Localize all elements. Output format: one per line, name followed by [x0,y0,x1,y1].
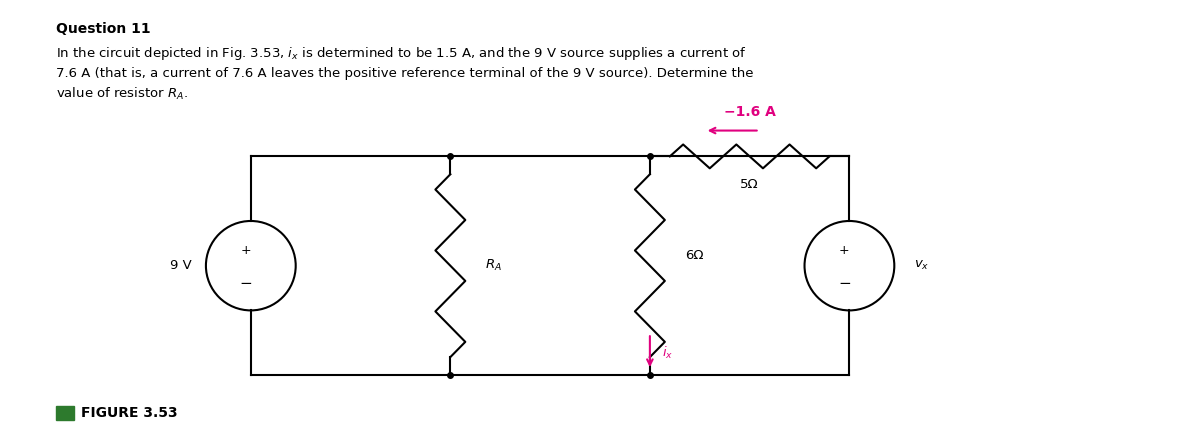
Text: −: − [240,276,252,291]
Text: 5Ω: 5Ω [740,178,758,191]
Text: 9 V: 9 V [170,259,192,272]
Text: Question 11: Question 11 [56,22,151,36]
Text: −1.6 A: −1.6 A [724,105,775,119]
Text: $R_A$: $R_A$ [485,258,502,273]
Text: $i_x$: $i_x$ [662,345,673,361]
Text: +: + [839,244,850,257]
Bar [56,406,74,420]
Text: In the circuit depicted in Fig. 3.53, $i_x$ is determined to be 1.5 A, and the 9: In the circuit depicted in Fig. 3.53, $i… [56,45,754,102]
Text: $v_x$: $v_x$ [914,259,930,272]
Text: −: − [838,276,851,291]
Text: 6Ω: 6Ω [685,249,703,262]
Text: +: + [240,244,251,257]
Text: FIGURE 3.53: FIGURE 3.53 [82,406,178,420]
